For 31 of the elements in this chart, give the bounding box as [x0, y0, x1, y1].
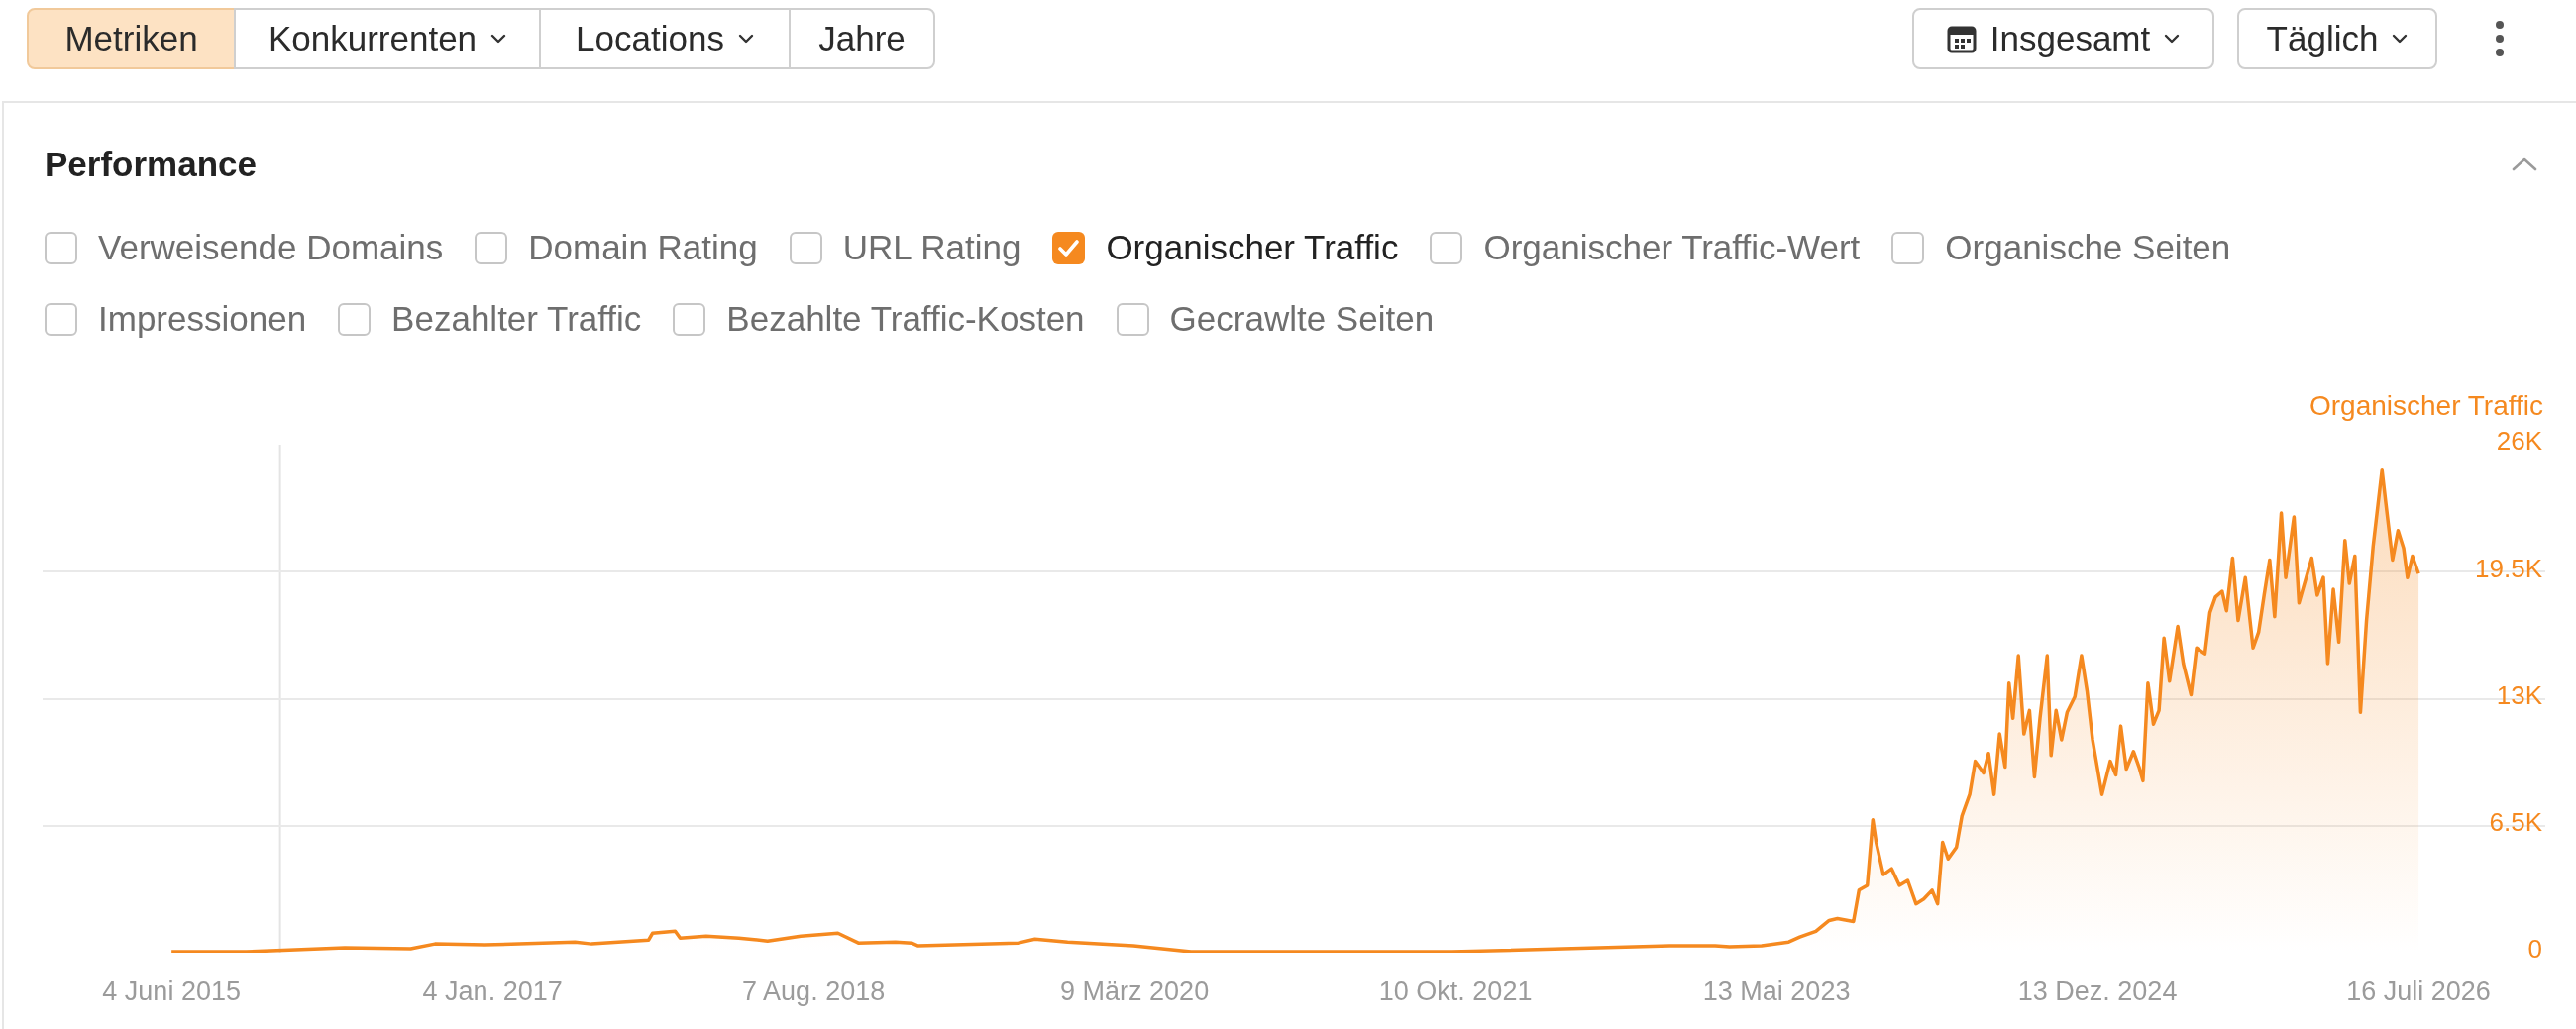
text: Bezahlte Traffic-Kosten — [726, 299, 1085, 339]
text: Bezahlter Traffic — [391, 299, 642, 339]
text: URL Rating — [842, 228, 1021, 267]
x-tick-label: 4 Juni 2015 — [102, 977, 241, 1006]
x-tick-label: 13 Mai 2023 — [1702, 977, 1851, 1006]
dropdown-button: Täglich — [2237, 8, 2437, 69]
y-tick-label: 26K — [2496, 426, 2543, 457]
tab-button: Konkurrenten — [234, 8, 541, 69]
text: Organische Seiten — [1945, 228, 2231, 267]
x-tick-label: 4 Jan. 2017 — [422, 977, 563, 1006]
tab-button: Locations — [539, 8, 791, 69]
x-tick-label: 7 Aug. 2018 — [742, 977, 886, 1006]
chart-title: Performance — [45, 145, 257, 184]
x-tick-label: 9 März 2020 — [1060, 977, 1210, 1006]
y-axis-title: Organischer Traffic — [2309, 390, 2544, 421]
tab-button: Jahre — [789, 8, 935, 69]
text: Verweisende Domains — [98, 228, 444, 267]
y-tick-label: 13K — [2496, 679, 2543, 710]
y-tick-label: 0 — [2527, 934, 2542, 965]
text: Impressionen — [98, 299, 307, 339]
legend-label: Organischer Traffic — [1106, 228, 1399, 267]
x-tick-label: 13 Dez. 2024 — [2017, 977, 2178, 1006]
y-tick-label: 19.5K — [2475, 553, 2543, 583]
y-tick-label: 6.5K — [2489, 807, 2543, 838]
x-tick-label: 10 Okt. 2021 — [1378, 977, 1533, 1006]
x-tick-label: 16 Juli 2026 — [2346, 977, 2491, 1006]
text: Gecrawlte Seiten — [1169, 299, 1435, 339]
dropdown-button: Insgesamt — [1912, 8, 2214, 69]
text: Organischer Traffic-Wert — [1483, 228, 1861, 267]
text: Domain Rating — [528, 228, 758, 267]
tab-button: Metriken — [27, 8, 236, 69]
